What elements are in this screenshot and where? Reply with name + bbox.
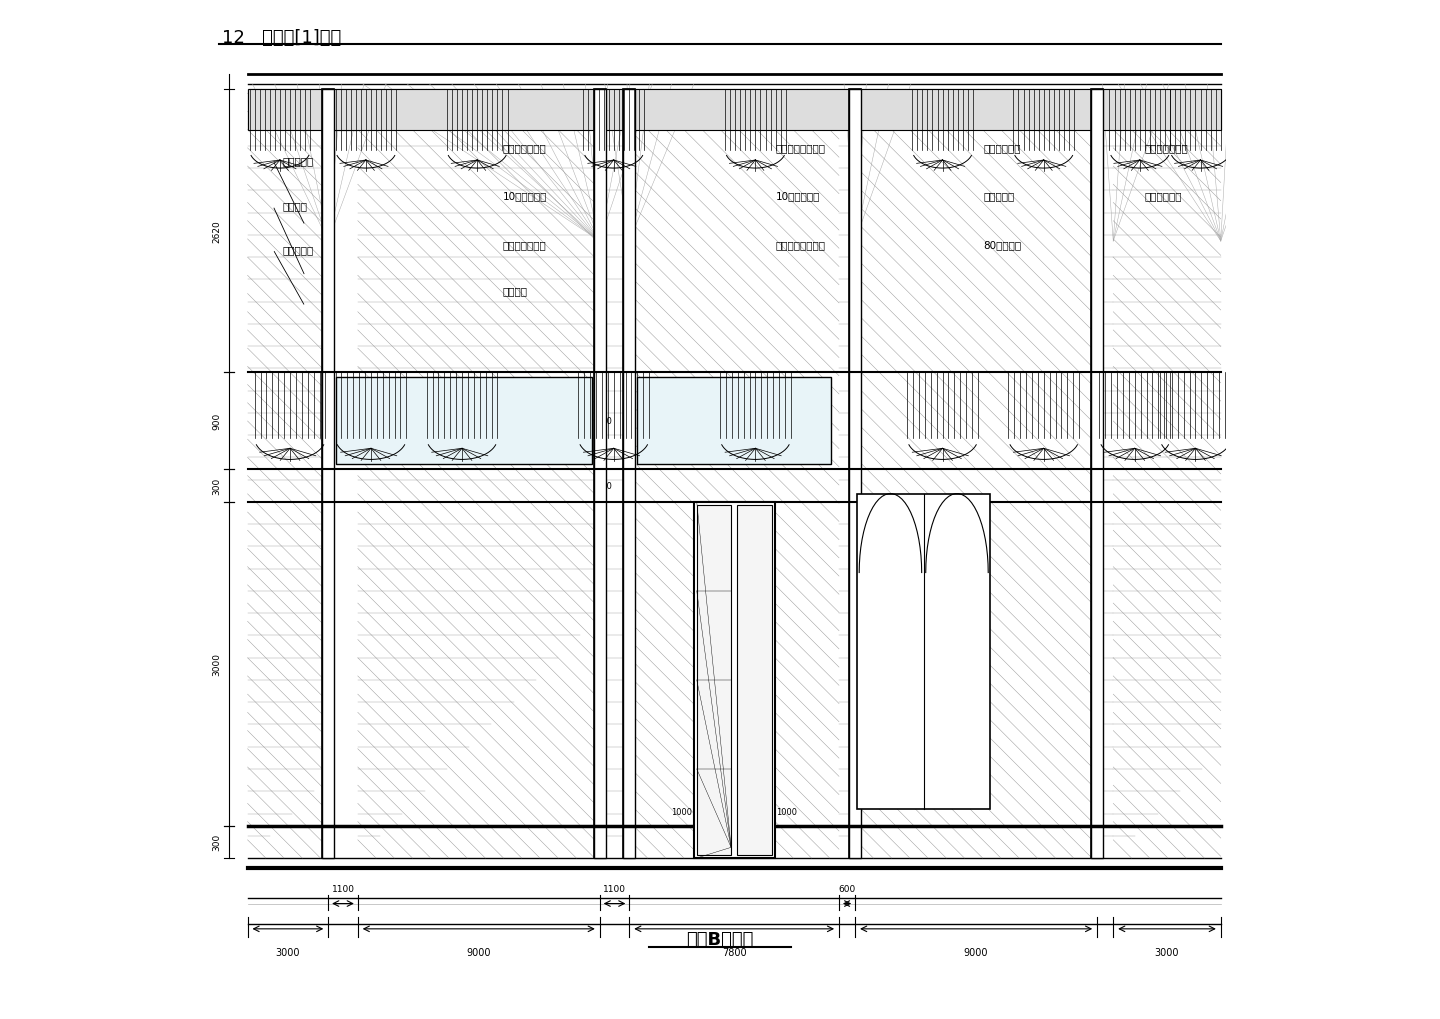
Bar bbox=[737, 505, 772, 855]
Text: 西班牙米黄挂贴: 西班牙米黄挂贴 bbox=[503, 143, 546, 153]
Text: 9000: 9000 bbox=[963, 947, 988, 957]
Text: 工艺壁灯: 工艺壁灯 bbox=[503, 286, 527, 297]
Text: 900: 900 bbox=[212, 413, 222, 430]
Text: 800: 800 bbox=[596, 417, 612, 426]
Bar bbox=[248, 90, 328, 858]
Text: 300: 300 bbox=[596, 482, 612, 490]
Bar bbox=[1113, 90, 1221, 858]
Text: 12   宾馆类[1]大堂: 12 宾馆类[1]大堂 bbox=[222, 30, 341, 48]
Text: 3000: 3000 bbox=[212, 652, 222, 676]
Bar bbox=[593, 90, 606, 858]
Bar bbox=[337, 378, 592, 465]
Text: 300: 300 bbox=[212, 834, 222, 851]
Bar bbox=[357, 90, 599, 858]
Text: 2400: 2400 bbox=[887, 605, 896, 626]
Text: 80雕花角线: 80雕花角线 bbox=[984, 239, 1021, 250]
Bar bbox=[248, 90, 1221, 130]
Text: 600: 600 bbox=[838, 884, 855, 894]
Text: 400: 400 bbox=[726, 822, 742, 830]
Bar bbox=[857, 494, 991, 810]
Text: 7800: 7800 bbox=[721, 947, 746, 957]
Bar bbox=[593, 90, 606, 858]
Text: 10厚钢化玻璃: 10厚钢化玻璃 bbox=[503, 192, 547, 201]
Text: 紫罗红花岗岩门线: 紫罗红花岗岩门线 bbox=[776, 143, 825, 153]
Text: 高级欧式布艺: 高级欧式布艺 bbox=[1145, 192, 1182, 201]
Text: 纯淡色布艺: 纯淡色布艺 bbox=[284, 245, 314, 255]
Bar bbox=[850, 90, 861, 858]
Bar bbox=[697, 505, 732, 855]
Text: 1100: 1100 bbox=[603, 884, 626, 894]
Bar bbox=[638, 378, 831, 465]
Bar bbox=[248, 90, 328, 858]
Bar bbox=[624, 90, 635, 858]
Bar bbox=[694, 502, 775, 858]
Text: 10厚浮法玻璃: 10厚浮法玻璃 bbox=[776, 192, 819, 201]
Bar bbox=[323, 90, 334, 858]
Bar bbox=[1092, 90, 1103, 858]
Bar bbox=[850, 90, 861, 858]
Bar bbox=[624, 90, 635, 858]
Text: 纯色布窗帘: 纯色布窗帘 bbox=[284, 156, 314, 166]
Text: 西班牙米黄挂贴: 西班牙米黄挂贴 bbox=[1145, 143, 1188, 153]
Bar bbox=[629, 90, 840, 858]
Bar bbox=[1092, 90, 1103, 858]
Text: 1000: 1000 bbox=[671, 807, 693, 816]
Text: 花色布艺: 花色布艺 bbox=[284, 202, 308, 211]
Text: 300: 300 bbox=[212, 477, 222, 494]
Text: 9000: 9000 bbox=[467, 947, 491, 957]
Bar bbox=[1113, 90, 1221, 858]
Text: 3000: 3000 bbox=[275, 947, 300, 957]
Bar bbox=[248, 90, 1221, 130]
Text: 西班牙米黄挂贴: 西班牙米黄挂贴 bbox=[503, 239, 546, 250]
Bar bbox=[599, 90, 629, 858]
Bar bbox=[1097, 90, 1113, 858]
Bar bbox=[840, 90, 855, 858]
Bar bbox=[357, 90, 599, 858]
Bar bbox=[323, 90, 334, 858]
Bar bbox=[855, 90, 1097, 858]
Text: 3000: 3000 bbox=[1155, 947, 1179, 957]
Text: 大堂B立面图: 大堂B立面图 bbox=[687, 930, 753, 948]
Text: 红榉木实木门: 红榉木实木门 bbox=[984, 143, 1021, 153]
Text: 1000: 1000 bbox=[776, 807, 798, 816]
Text: 高档水晶钛金拉手: 高档水晶钛金拉手 bbox=[776, 239, 825, 250]
Text: 2620: 2620 bbox=[212, 220, 222, 243]
Text: 红榉木门套: 红榉木门套 bbox=[984, 192, 1014, 201]
Text: 1100: 1100 bbox=[331, 884, 354, 894]
